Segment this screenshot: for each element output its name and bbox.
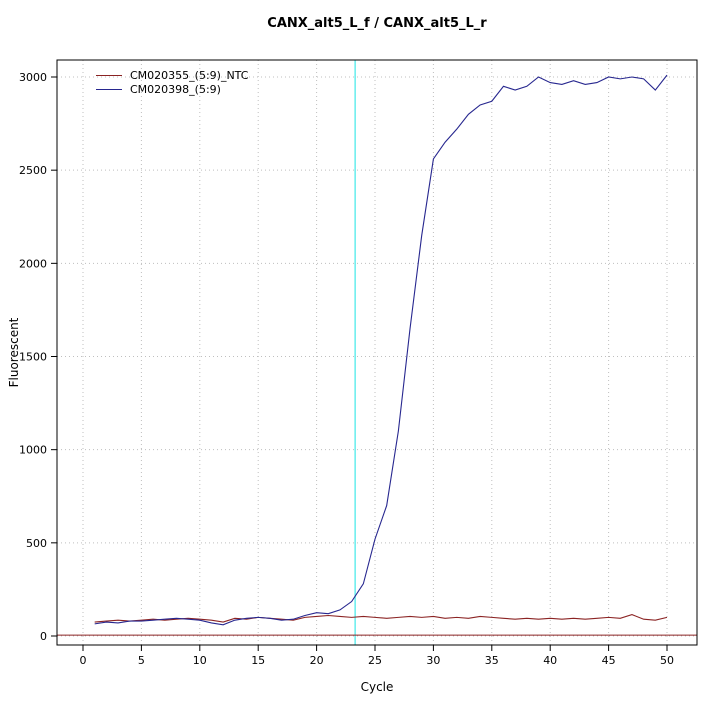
y-tick-label: 1500	[19, 351, 47, 364]
y-axis-label: Fluorescent	[7, 317, 21, 387]
plot-border	[56, 59, 698, 646]
y-tick-label: 3000	[19, 71, 47, 84]
legend-line-ntc-icon	[96, 74, 122, 76]
y-tick-label: 1000	[19, 444, 47, 457]
series-line-ntc	[94, 613, 668, 623]
y-tick-label: 2000	[19, 257, 47, 270]
x-tick-label: 10	[193, 654, 207, 667]
x-tick-label: 15	[251, 654, 265, 667]
x-tick-label: 45	[602, 654, 616, 667]
x-tick-label: 20	[310, 654, 324, 667]
legend-line-sample-icon	[96, 88, 122, 90]
legend-label-sample: CM020398_(5:9)	[130, 82, 221, 96]
chart-title: CANX_alt5_L_f / CANX_alt5_L_r	[267, 16, 487, 31]
x-axis-label: Cycle	[361, 680, 394, 694]
legend-item-ntc: CM020355_(5:9)_NTC	[96, 68, 248, 82]
x-tick-label: 0	[80, 654, 87, 667]
x-tick-label: 40	[543, 654, 557, 667]
x-tick-label: 25	[368, 654, 382, 667]
series-line-sample	[94, 74, 668, 626]
legend: CM020355_(5:9)_NTC CM020398_(5:9)	[96, 68, 248, 96]
x-tick-label: 30	[426, 654, 440, 667]
x-tick-label: 5	[138, 654, 145, 667]
x-tick-label: 50	[660, 654, 674, 667]
legend-label-ntc: CM020355_(5:9)_NTC	[130, 68, 249, 82]
y-tick-label: 500	[26, 537, 47, 550]
y-tick-label: 2500	[19, 164, 47, 177]
x-tick-label: 35	[485, 654, 499, 667]
y-tick-label: 0	[40, 630, 47, 643]
legend-item-sample: CM020398_(5:9)	[96, 82, 248, 96]
